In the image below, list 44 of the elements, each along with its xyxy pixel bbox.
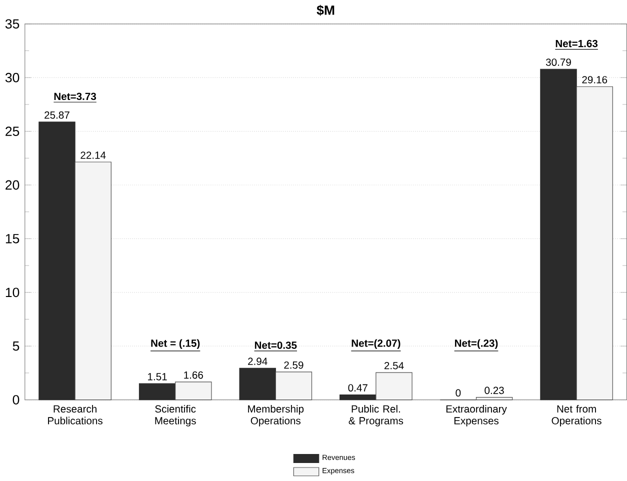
bar: [275, 372, 312, 400]
y-tick-label: 35: [5, 19, 20, 28]
x-tick-label: Research Publications: [48, 404, 102, 424]
data-label: 30.79: [546, 58, 571, 66]
data-label: 2.54: [384, 362, 404, 370]
y-tick-label: 15: [6, 234, 20, 244]
data-label: 22.14: [80, 151, 106, 159]
bar: [138, 383, 176, 400]
bar: [74, 162, 112, 400]
bar: [175, 382, 212, 400]
data-label: 25.87: [44, 111, 70, 119]
data-label: 1.51: [148, 373, 167, 380]
x-tick-label: Membership Operations: [248, 404, 304, 426]
data-label: 0.23: [484, 386, 504, 394]
data-label: 0.47: [348, 384, 368, 392]
annotation: Net = (.15): [151, 339, 200, 349]
data-label: 0: [456, 389, 461, 396]
bar: [576, 86, 613, 400]
x-tick-label: Public Rel. & Programs: [348, 404, 404, 426]
data-label: 2.94: [248, 358, 268, 365]
bar: [239, 368, 276, 400]
annotation: Net=(.23): [455, 339, 498, 349]
chart-title: $M: [316, 4, 334, 16]
y-tick-label: 0: [12, 394, 20, 404]
y-tick-label: 25: [6, 126, 20, 136]
x-tick-label: Extraordinary Expenses: [446, 404, 507, 426]
y-tick-label: 30: [5, 72, 20, 82]
y-tick-label: 10: [6, 288, 20, 297]
x-tick-label: Net from Operations: [552, 404, 602, 426]
bar: [340, 394, 376, 400]
annotation: Net=(2.07): [352, 339, 400, 349]
y-tick-label: 20: [6, 180, 20, 190]
data-label: 29.16: [582, 76, 608, 84]
annotation: Net=3.73: [54, 92, 96, 100]
x-tick-label: Scientific Meetings: [155, 404, 196, 426]
data-label: 1.66: [184, 371, 203, 379]
annotation: Net=1.63: [556, 40, 598, 48]
bar: [476, 396, 513, 400]
y-tick-label: 5: [12, 341, 20, 351]
bar: [540, 68, 577, 400]
bar: [376, 372, 412, 400]
annotation: Net=0.35: [254, 341, 297, 349]
data-label: 2.59: [284, 361, 304, 369]
bar: [38, 122, 76, 400]
